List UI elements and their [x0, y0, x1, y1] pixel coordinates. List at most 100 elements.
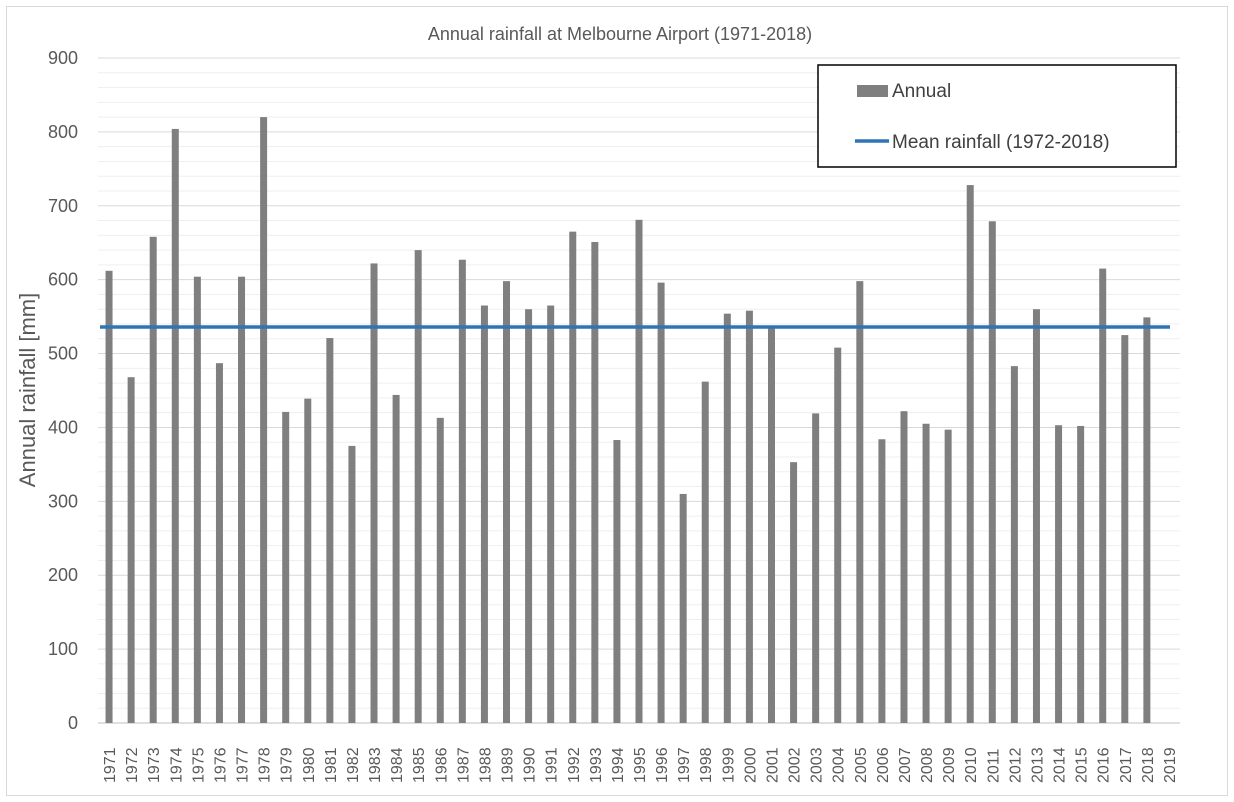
bar-1989 [503, 281, 511, 723]
bar-1985 [414, 250, 422, 723]
x-tick-label: 2004 [831, 747, 848, 783]
bar-2003 [812, 413, 820, 723]
x-tick-label: 1973 [146, 747, 163, 783]
x-tick-label: 2011 [985, 748, 1002, 783]
legend-swatch-annual [857, 85, 888, 97]
bar-2015 [1077, 425, 1085, 723]
bar-2012 [1010, 366, 1018, 723]
bar-2009 [944, 429, 952, 723]
bar-1983 [370, 263, 378, 723]
bar-2016 [1099, 268, 1107, 723]
y-tick-label: 0 [68, 713, 78, 733]
bar-1980 [304, 398, 312, 723]
x-tick-label: 1976 [212, 747, 229, 783]
x-tick-label: 1980 [301, 747, 318, 783]
x-tick-label: 1984 [389, 747, 406, 783]
bar-1971 [105, 270, 113, 723]
bar-1978 [260, 117, 268, 724]
y-tick-label: 900 [48, 48, 78, 68]
y-tick-label: 600 [48, 270, 78, 290]
x-tick-label: 1998 [698, 747, 715, 783]
bar-2007 [900, 411, 908, 723]
bar-1986 [436, 417, 444, 723]
x-tick-label: 2012 [1007, 747, 1024, 783]
x-tick-label: 1995 [632, 747, 649, 783]
x-tick-label: 1990 [522, 747, 539, 783]
bar-1981 [326, 338, 334, 723]
bar-1984 [392, 394, 400, 723]
x-tick-label: 1996 [654, 747, 671, 783]
legend: Annual Mean rainfall (1972-2018) [817, 64, 1177, 168]
bar-2005 [856, 281, 864, 723]
x-tick-label: 1979 [279, 747, 296, 783]
bar-1999 [723, 313, 731, 723]
x-tick-label: 2018 [1140, 747, 1157, 783]
x-tick-label: 2006 [875, 747, 892, 783]
x-tick-label: 1977 [235, 747, 252, 783]
x-tick-label: 2001 [764, 747, 781, 783]
legend-label-annual: Annual [892, 81, 951, 102]
y-axis-label: Annual rainfall [mm] [15, 293, 40, 487]
y-tick-label: 300 [48, 491, 78, 511]
x-tick-label: 1981 [323, 747, 340, 783]
x-tick-label: 2010 [963, 747, 980, 783]
bar-1994 [613, 440, 621, 723]
x-tick-label: 1972 [124, 747, 141, 783]
bar-1996 [657, 282, 665, 723]
x-tick-label: 1971 [102, 747, 119, 783]
x-tick-label: 1988 [477, 747, 494, 783]
x-tick-label: 1999 [720, 747, 737, 783]
bar-2014 [1055, 425, 1063, 723]
x-tick-label: 2017 [1118, 747, 1135, 783]
y-tick-label: 200 [48, 565, 78, 585]
y-tick-label: 500 [48, 344, 78, 364]
x-tick-label: 1989 [500, 747, 517, 783]
x-tick-label: 2016 [1096, 747, 1113, 783]
bar-1979 [282, 411, 290, 723]
bar-2002 [790, 462, 798, 723]
bar-1993 [591, 241, 599, 723]
x-tick-label: 1987 [455, 747, 472, 783]
bar-1973 [149, 236, 157, 724]
x-tick-label: 2009 [941, 747, 958, 783]
bar-1992 [569, 231, 577, 723]
bar-2008 [922, 423, 930, 723]
x-tick-label: 2000 [742, 747, 759, 783]
x-tick-label: 1993 [588, 747, 605, 783]
bars [105, 117, 1151, 724]
x-tick-label: 2002 [787, 747, 804, 783]
chart-title: Annual rainfall at Melbourne Airport (19… [428, 24, 812, 44]
y-tick-label: 700 [48, 196, 78, 216]
bar-2000 [745, 310, 753, 723]
bar-1976 [215, 363, 223, 723]
bar-1997 [679, 493, 687, 723]
x-tick-label: 2015 [1074, 747, 1091, 783]
bar-1972 [127, 377, 135, 723]
x-tick-label: 1997 [676, 747, 693, 783]
x-tick-label: 1978 [257, 747, 274, 783]
bar-1975 [193, 276, 201, 723]
bar-2011 [988, 221, 996, 724]
x-tick-label: 1975 [190, 747, 207, 783]
bar-1977 [238, 276, 246, 723]
bar-2001 [767, 327, 775, 723]
x-tick-label: 1974 [168, 747, 185, 783]
bar-1988 [480, 305, 488, 723]
x-tick-label: 2003 [809, 747, 826, 783]
bar-2018 [1143, 317, 1151, 723]
bar-1990 [525, 309, 533, 723]
x-tick-label: 2019 [1162, 747, 1179, 783]
bar-1995 [635, 219, 643, 724]
x-tick-label: 2005 [853, 747, 870, 783]
x-tick-label: 1991 [544, 747, 561, 783]
x-tick-labels: 1971 1972 1973 1974 1975 1976 1977 1978 1979 1980… [102, 747, 1179, 783]
bar-2017 [1121, 335, 1129, 723]
bar-1991 [547, 305, 555, 723]
bar-1987 [458, 259, 466, 723]
y-tick-label: 100 [48, 639, 78, 659]
bar-1982 [348, 445, 356, 723]
x-tick-label: 1992 [566, 747, 583, 783]
bar-2006 [878, 439, 886, 723]
bar-1998 [701, 381, 709, 723]
